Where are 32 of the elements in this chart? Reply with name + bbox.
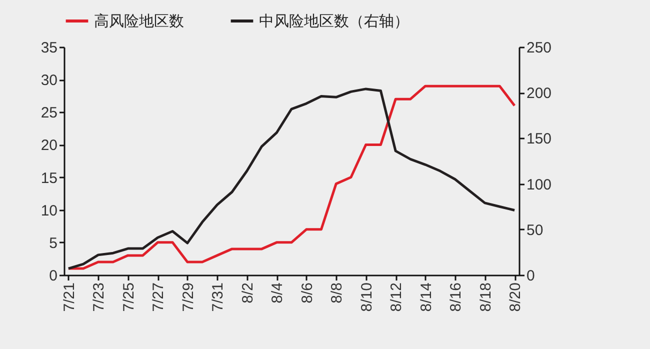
- x-tick-label: 8/18: [477, 282, 494, 312]
- y2-tick-label: 150: [526, 130, 552, 148]
- x-tick-label: 7/31: [210, 282, 227, 312]
- x-tick-label: 7/21: [60, 282, 78, 312]
- y-tick-label: 20: [40, 137, 58, 154]
- y-tick-label: 25: [40, 104, 58, 122]
- y2-tick-label: 50: [526, 222, 544, 239]
- x-tick-label: 8/8: [328, 282, 346, 304]
- x-tick-label: 8/12: [388, 282, 406, 312]
- legend-label: 中风险地区数（右轴）: [259, 13, 409, 30]
- y2-tick-label: 250: [526, 40, 552, 56]
- x-tick-label: 8/2: [239, 282, 256, 304]
- x-tick-label: 8/20: [507, 282, 524, 312]
- x-tick-label: 7/27: [150, 282, 168, 312]
- y-tick-label: 0: [49, 268, 58, 284]
- x-tick-label: 7/23: [90, 282, 108, 312]
- x-tick-label: 8/4: [269, 282, 286, 304]
- legend-label: 高风险地区数: [94, 13, 184, 30]
- y-tick-label: 5: [49, 234, 58, 252]
- x-tick-label: 8/10: [358, 282, 376, 312]
- x-tick-label: 8/14: [418, 282, 435, 312]
- x-tick-label: 7/29: [180, 282, 197, 312]
- x-tick-label: 8/16: [448, 282, 465, 312]
- x-tick-label: 7/25: [120, 282, 138, 312]
- y-tick-label: 30: [40, 72, 58, 90]
- y2-tick-label: 200: [526, 85, 552, 102]
- y2-tick-label: 0: [526, 268, 535, 284]
- y-tick-label: 10: [40, 202, 58, 220]
- y-tick-label: 15: [40, 170, 58, 187]
- x-tick-label: 8/6: [298, 282, 316, 304]
- y-tick-label: 35: [40, 40, 58, 56]
- y2-tick-label: 100: [526, 176, 552, 194]
